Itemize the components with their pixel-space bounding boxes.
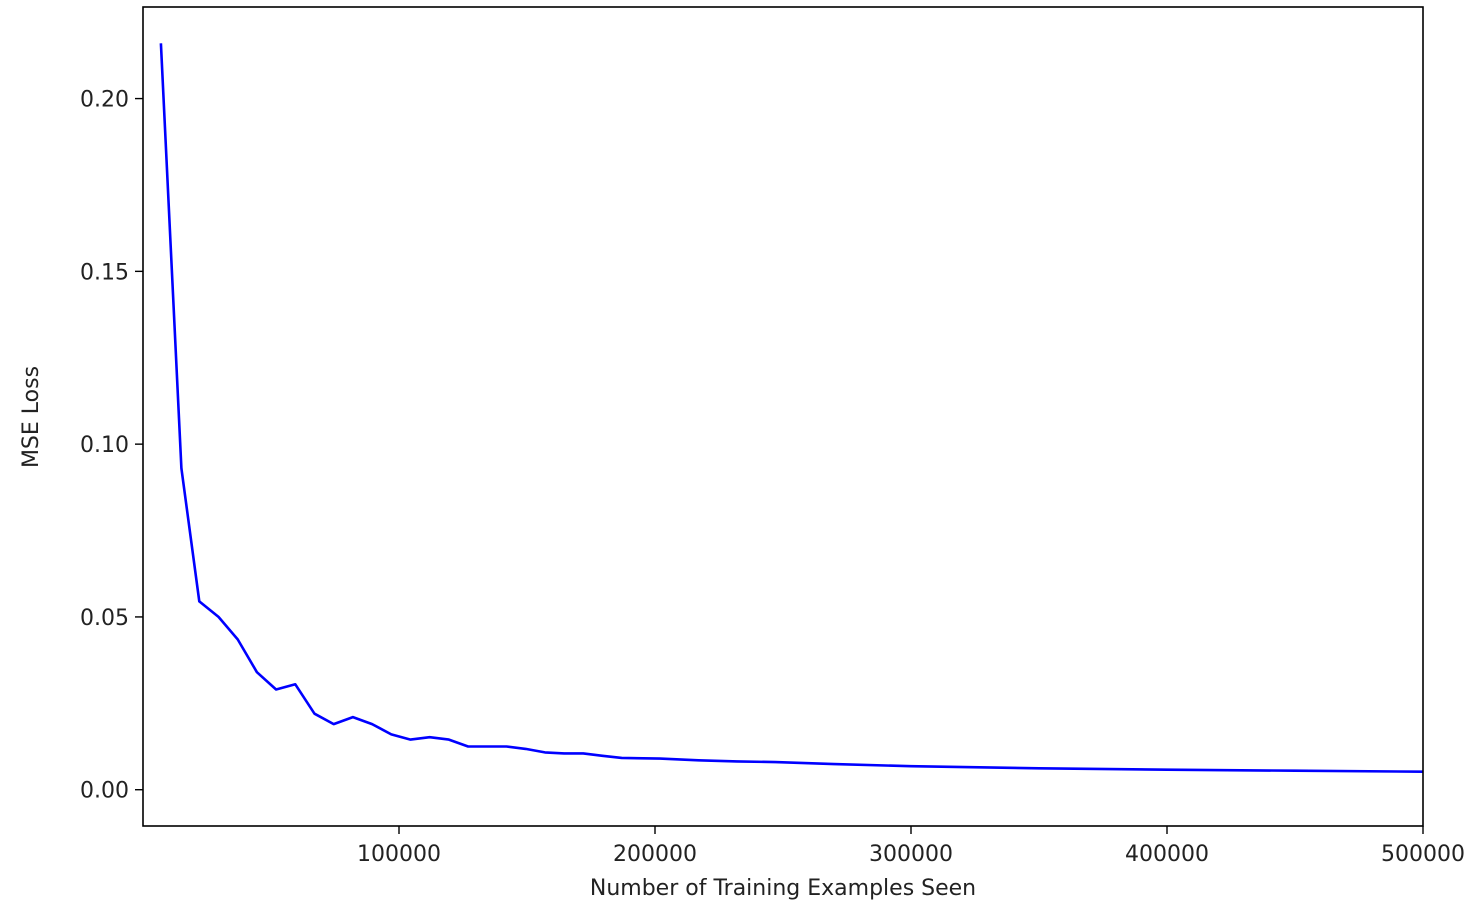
y-tick-label: 0.05: [80, 606, 129, 631]
series-layer: [159, 43, 1424, 773]
x-tick-label: 200000: [613, 842, 697, 867]
y-axis-label: MSE Loss: [19, 366, 44, 468]
x-tick-label: 300000: [869, 842, 953, 867]
y-tick-label: 0.20: [80, 88, 129, 113]
plot-frame: [142, 6, 1424, 827]
x-axis-ticks: 100000 200000 300000 400000 500000: [357, 826, 1465, 867]
y-tick-label: 0.00: [80, 779, 129, 804]
x-tick-label: 500000: [1381, 842, 1465, 867]
y-tick-label: 0.10: [80, 433, 129, 458]
y-axis-ticks: 0.00 0.05 0.10 0.15 0.20: [80, 88, 143, 804]
x-tick-label: 100000: [357, 842, 441, 867]
series-line-1: [159, 43, 1424, 773]
y-tick-label: 0.15: [80, 260, 129, 285]
x-tick-label: 400000: [1125, 842, 1209, 867]
x-axis-label: Number of Training Examples Seen: [590, 876, 976, 901]
